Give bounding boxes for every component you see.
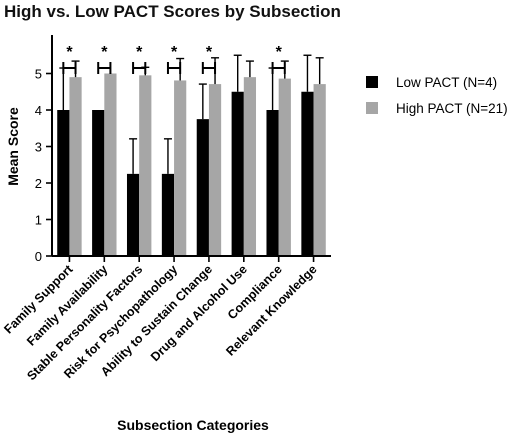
y-tick-label: 4 xyxy=(35,103,42,118)
legend-label-high: High PACT (N=21) xyxy=(396,101,508,116)
y-axis-label: Mean Score xyxy=(5,107,21,186)
bar-low-2 xyxy=(126,173,140,256)
bar-high-6 xyxy=(278,78,291,256)
y-tick-label: 0 xyxy=(35,249,42,264)
legend-label-low: Low PACT (N=4) xyxy=(396,75,497,90)
bar-low-4 xyxy=(196,119,209,256)
bar-low-7 xyxy=(301,91,314,256)
y-tick-label: 1 xyxy=(35,213,42,228)
y-tick-label: 5 xyxy=(35,67,42,82)
legend-swatch-high xyxy=(366,102,378,114)
legend-swatch-low xyxy=(366,76,378,88)
bar-low-5 xyxy=(231,91,244,256)
bar-high-1 xyxy=(104,73,117,256)
bar-low-0 xyxy=(57,110,70,256)
bar-high-7 xyxy=(313,84,326,257)
significance-marker: * xyxy=(276,44,283,61)
y-tick-label: 3 xyxy=(35,140,42,155)
significance-marker: * xyxy=(206,44,213,61)
bar-high-0 xyxy=(69,77,82,257)
significance-marker: * xyxy=(171,44,178,61)
bar-high-5 xyxy=(243,77,257,257)
bar-high-3 xyxy=(174,80,187,256)
chart-title: High vs. Low PACT Scores by Subsection xyxy=(4,2,341,21)
bar-low-1 xyxy=(92,110,105,256)
y-tick-label: 2 xyxy=(35,176,42,191)
bar-high-2 xyxy=(139,75,152,256)
bar-low-3 xyxy=(161,173,175,256)
bar-low-6 xyxy=(266,110,279,256)
significance-marker: * xyxy=(66,44,73,61)
significance-marker: * xyxy=(101,44,108,61)
x-axis-label: Subsection Categories xyxy=(117,417,269,433)
bar-high-4 xyxy=(208,84,222,257)
significance-marker: * xyxy=(136,44,143,61)
